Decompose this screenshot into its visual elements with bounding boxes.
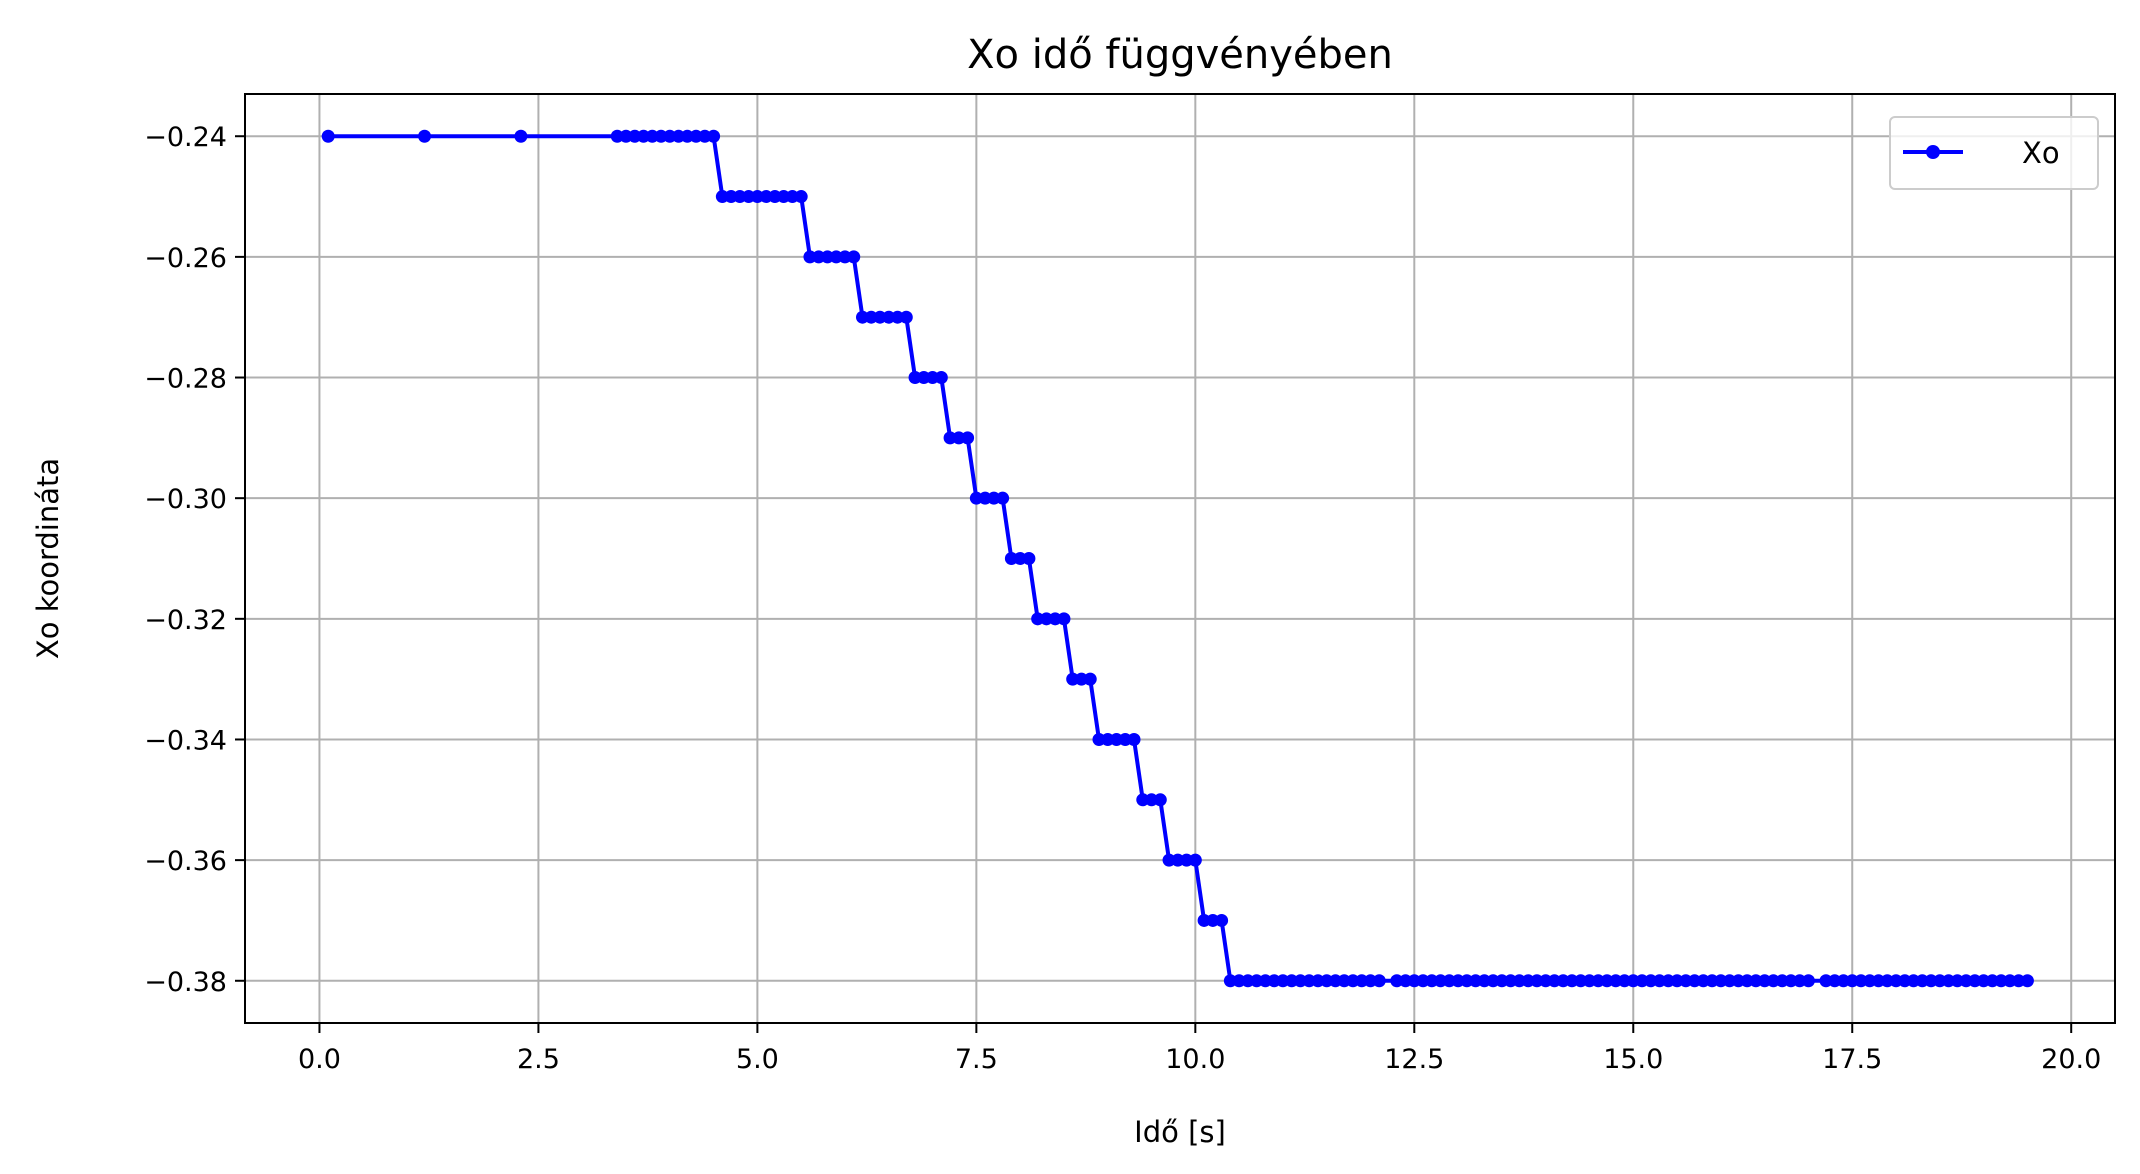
legend-label: Xo — [2022, 136, 2060, 170]
data-point — [2020, 974, 2034, 988]
plot-frame — [244, 93, 2116, 1024]
x-tick-label: 10.0 — [1165, 1044, 1225, 1075]
x-tick-label: 7.5 — [955, 1044, 998, 1075]
x-tick-label: 5.0 — [736, 1044, 779, 1075]
data-point — [934, 371, 948, 385]
data-point — [1215, 913, 1229, 927]
x-tick-label: 20.0 — [2041, 1044, 2101, 1075]
chart-title: Xo idő függvényében — [967, 32, 1393, 78]
y-axis-title: Xo koordináta — [31, 458, 65, 659]
data-point — [514, 129, 528, 143]
data-point — [1801, 974, 1815, 988]
grid — [245, 94, 2115, 1023]
y-tick-label: −0.32 — [144, 605, 227, 636]
data-point — [418, 129, 432, 143]
data-point — [1153, 793, 1167, 807]
y-tick-label: −0.28 — [144, 364, 227, 395]
data-point — [847, 250, 861, 264]
y-tick-label: −0.38 — [144, 967, 227, 998]
x-tick-label: 0.0 — [298, 1044, 341, 1075]
y-tick-label: −0.36 — [144, 846, 227, 877]
data-point — [996, 491, 1010, 505]
x-axis-title: Idő [s] — [1134, 1115, 1226, 1149]
x-tick-label: 2.5 — [517, 1044, 560, 1075]
data-point — [1083, 672, 1097, 686]
x-tick-label: 17.5 — [1822, 1044, 1882, 1075]
y-tick-label: −0.26 — [144, 243, 227, 274]
y-tick-label: −0.30 — [144, 484, 227, 515]
data-point — [899, 310, 913, 324]
ticks: 0.0 2.5 5.0 7.5 10.0 12.5 15.0 17.5 20.0 −0.24 −0.… — [144, 122, 2101, 1075]
data-point — [321, 129, 335, 143]
data-point — [961, 431, 975, 445]
data-point — [1127, 732, 1141, 746]
data-point — [707, 129, 721, 143]
legend-marker-swatch — [1926, 145, 1940, 159]
legend: Xo — [1889, 116, 2099, 190]
legend-box — [1889, 116, 2099, 190]
data-point — [794, 190, 808, 204]
data-point — [1372, 974, 1386, 988]
x-tick-label: 12.5 — [1384, 1044, 1444, 1075]
data-point — [1188, 853, 1202, 867]
y-tick-label: −0.24 — [144, 122, 227, 153]
x-tick-label: 15.0 — [1603, 1044, 1663, 1075]
y-tick-label: −0.34 — [144, 725, 227, 756]
data-point — [1022, 552, 1036, 565]
data-point — [1057, 612, 1071, 626]
series-layer — [321, 129, 2034, 988]
